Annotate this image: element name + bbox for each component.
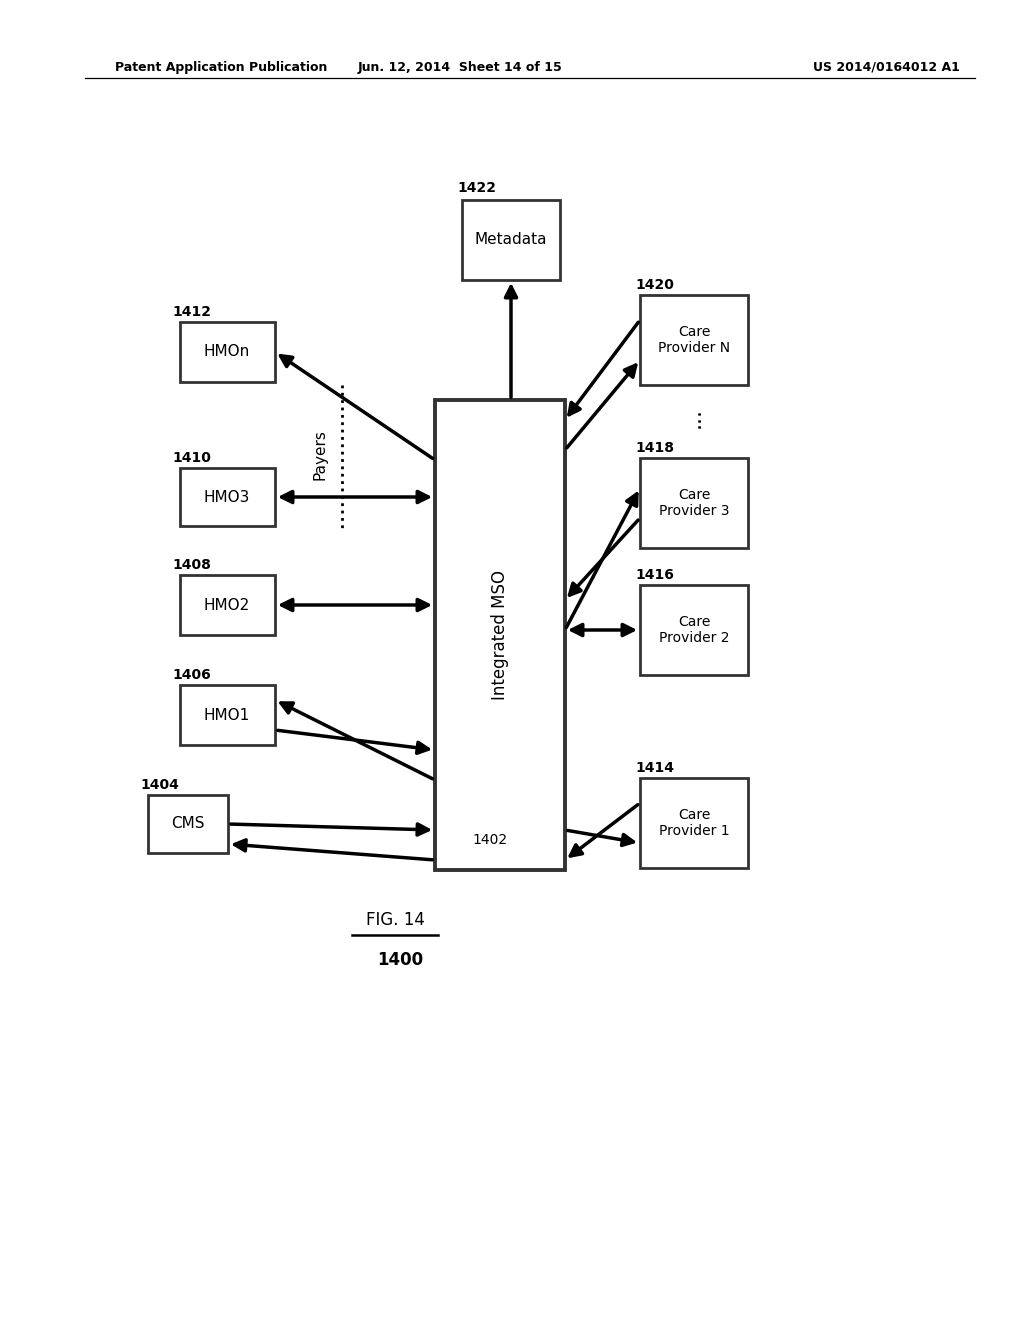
- Bar: [148, 795, 228, 853]
- Text: HMO1: HMO1: [204, 708, 250, 722]
- Text: 1422: 1422: [457, 181, 496, 195]
- Text: 1420: 1420: [635, 279, 674, 292]
- Bar: [640, 458, 748, 548]
- Bar: [180, 469, 275, 525]
- Text: Care
Provider 1: Care Provider 1: [658, 808, 729, 838]
- Text: ...: ...: [684, 408, 705, 429]
- Text: 1418: 1418: [635, 441, 674, 455]
- Text: CMS: CMS: [171, 817, 205, 832]
- Text: US 2014/0164012 A1: US 2014/0164012 A1: [813, 61, 961, 74]
- Text: Integrated MSO: Integrated MSO: [490, 570, 509, 700]
- Text: 1412: 1412: [172, 305, 211, 319]
- Bar: [462, 201, 560, 280]
- Text: HMO3: HMO3: [204, 490, 250, 504]
- Text: Care
Provider 2: Care Provider 2: [658, 615, 729, 645]
- Text: Metadata: Metadata: [475, 232, 547, 248]
- Text: Patent Application Publication: Patent Application Publication: [115, 61, 328, 74]
- Bar: [435, 400, 565, 870]
- Text: 1416: 1416: [635, 568, 674, 582]
- Bar: [640, 585, 748, 675]
- Text: 1402: 1402: [472, 833, 508, 847]
- Text: Care
Provider 3: Care Provider 3: [658, 488, 729, 519]
- Text: 1406: 1406: [172, 668, 211, 682]
- Bar: [180, 576, 275, 635]
- Text: FIG. 14: FIG. 14: [366, 911, 424, 929]
- Bar: [180, 322, 275, 381]
- Bar: [180, 685, 275, 744]
- Text: Care
Provider N: Care Provider N: [658, 325, 730, 355]
- Text: Jun. 12, 2014  Sheet 14 of 15: Jun. 12, 2014 Sheet 14 of 15: [357, 61, 562, 74]
- Text: 1400: 1400: [377, 950, 423, 969]
- Text: 1404: 1404: [140, 777, 179, 792]
- Text: HMOn: HMOn: [204, 345, 250, 359]
- Text: 1408: 1408: [172, 558, 211, 572]
- Text: HMO2: HMO2: [204, 598, 250, 612]
- Text: 1410: 1410: [172, 451, 211, 465]
- Text: Payers: Payers: [312, 429, 328, 480]
- Bar: [640, 777, 748, 869]
- Bar: [640, 294, 748, 385]
- Text: 1414: 1414: [635, 762, 674, 775]
